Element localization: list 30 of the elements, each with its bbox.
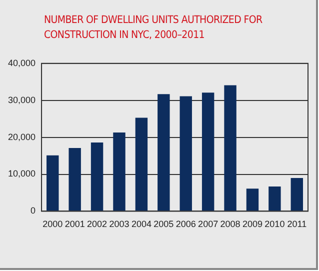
bar xyxy=(268,186,281,211)
y-tick-label: 40,000 xyxy=(8,58,36,68)
bar xyxy=(224,85,236,211)
chart-title: NUMBER OF DWELLING UNITS AUTHORIZED FOR CONSTRUCTION IN NYC, 2000–2011 xyxy=(44,13,264,43)
y-tick-label: 0 xyxy=(30,206,36,216)
bar xyxy=(68,148,81,211)
bar xyxy=(202,92,214,211)
bar xyxy=(46,155,59,211)
x-tick-label: 2006 xyxy=(176,219,196,230)
x-tick-label: 2000 xyxy=(42,219,63,230)
x-tick-label: 2001 xyxy=(64,219,85,230)
x-tick-label: 2009 xyxy=(242,219,262,230)
x-tick-label: 2002 xyxy=(87,219,108,230)
bar xyxy=(135,118,148,211)
x-tick-label: 2011 xyxy=(287,219,307,230)
y-tick-label: 10,000 xyxy=(8,168,36,179)
x-tick-label: 2007 xyxy=(198,219,218,230)
x-tick-label: 2004 xyxy=(131,219,152,230)
bar xyxy=(180,96,192,211)
x-tick-label: 2010 xyxy=(264,219,285,230)
y-tick-label: 30,000 xyxy=(8,94,36,105)
x-tick-label: 2005 xyxy=(154,219,174,230)
x-tick-label: 2008 xyxy=(220,219,240,230)
bar xyxy=(90,142,104,211)
bar xyxy=(290,178,304,211)
bar xyxy=(246,188,259,211)
y-tick-label: 20,000 xyxy=(8,132,36,142)
x-tick-label: 2003 xyxy=(109,219,130,230)
bar xyxy=(113,132,126,211)
bar xyxy=(158,94,170,211)
